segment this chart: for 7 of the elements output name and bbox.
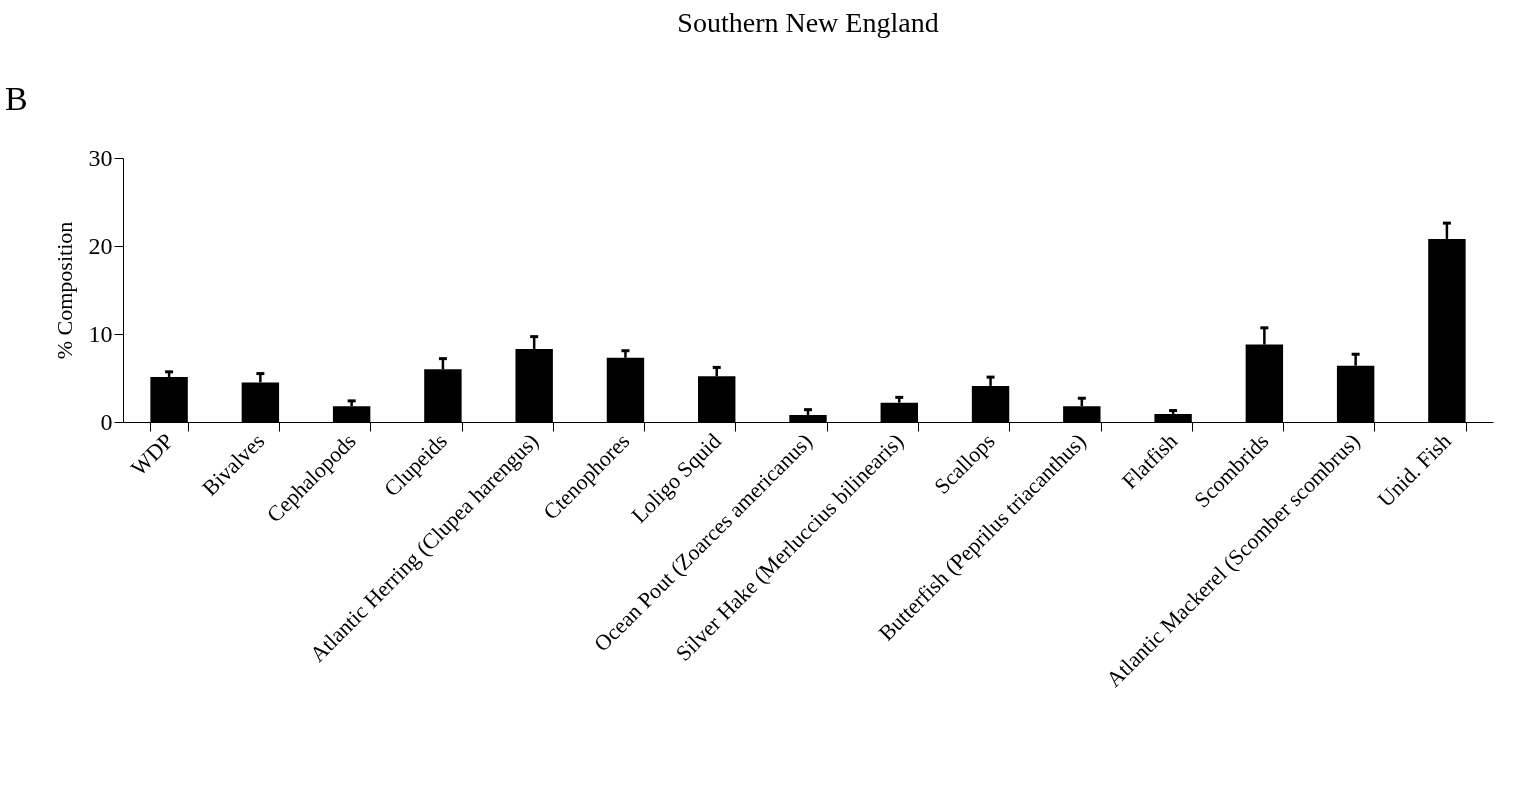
y-tick-label: 10: [88, 320, 113, 347]
y-axis-title: % Composition: [51, 221, 77, 360]
chart-title: Southern New England: [677, 7, 939, 38]
y-tick-label: 30: [88, 144, 113, 171]
y-tick-label: 0: [100, 408, 113, 435]
y-tick-label: 20: [88, 232, 113, 259]
text: B: [5, 80, 28, 117]
